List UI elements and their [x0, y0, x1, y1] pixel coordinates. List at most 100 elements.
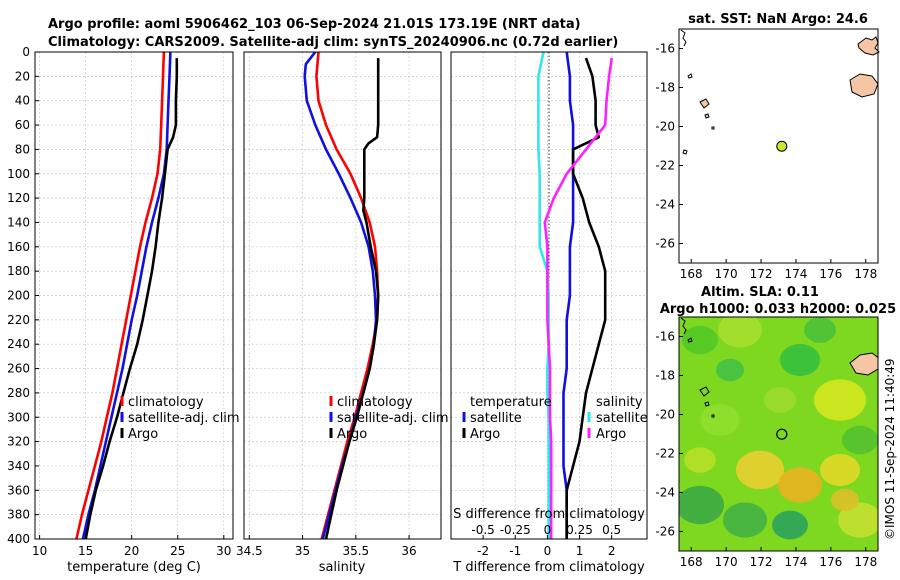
legend-climatology-label: climatology [128, 395, 204, 410]
series-salinity-argo [543, 57, 613, 539]
island-4 [682, 149, 688, 155]
sla-anomaly-patch [718, 317, 762, 348]
salinity-panel: 34.5 35 35.5 36 salinity climatology satell… [236, 51, 449, 575]
y-tick-label: 400 [7, 532, 30, 546]
island-fiji [849, 73, 879, 98]
island-1 [699, 386, 710, 397]
sla-anomaly-patch [820, 454, 860, 486]
difference-legend: temperature satellite Argo salinity sate… [462, 395, 648, 442]
x-tick-label: 1 [576, 544, 584, 558]
y-tick-label: 260 [7, 362, 30, 376]
sla-map-frame [678, 316, 879, 552]
legend-s-argo-label: Argo [596, 427, 626, 442]
map-y-tick-label: -16 [655, 330, 675, 344]
map-x-tick-label: 176 [819, 267, 842, 281]
map-x-tick-label: 174 [785, 555, 808, 569]
x-tick-label: 0 [544, 544, 552, 558]
map-y-tick-label: -20 [655, 408, 675, 422]
x-tick-label: 2 [608, 544, 616, 558]
y-tick-label: 140 [7, 215, 30, 229]
y-tick-label: 320 [7, 435, 30, 449]
map-y-tick-label: -26 [655, 237, 675, 251]
y-tick-label: 180 [7, 264, 30, 278]
x-tick-label: 34.5 [236, 544, 263, 558]
sla-anomaly-patch [736, 450, 784, 490]
x-tick-label: 25 [170, 544, 185, 558]
x-tick-label: 36 [401, 544, 416, 558]
sla-anomaly-patch [764, 387, 796, 413]
map-y-tick-label: -26 [655, 525, 675, 539]
y-tick-label: 360 [7, 483, 30, 497]
series-temperature-argo [565, 57, 607, 539]
map-y-tick-label: -22 [655, 159, 675, 173]
legend-t-argo-label: Argo [470, 427, 500, 442]
y-tick-label: 380 [7, 508, 30, 522]
map-y-tick-label: -18 [655, 81, 675, 95]
sla-field [679, 317, 878, 551]
sst-map: sat. SST: NaN Argo: 24.6 168 170 172 174 176… [655, 12, 880, 281]
x-tick-label: 35 [295, 544, 310, 558]
y-tick-label: 80 [15, 142, 30, 156]
map-y-tick-label: -16 [655, 42, 675, 56]
map-x-tick-label: 170 [715, 267, 738, 281]
map-y-tick-label: -22 [655, 447, 675, 461]
sla-anomaly-patch [682, 325, 718, 355]
sla-anomaly-patch [723, 502, 767, 538]
sla-anomaly-patch [716, 358, 744, 382]
sla-anomaly-patch [831, 488, 859, 512]
sla-anomaly-patch [838, 502, 878, 538]
sla-map-title: Altim. SLA: 0.11 [701, 285, 819, 300]
island-3 [687, 73, 693, 79]
copyright-stamp: ©IMOS 11-Sep-2024 11:40:49 [883, 358, 897, 540]
sla-map: Altim. SLA: 0.11 Argo h1000: 0.033 h2000… [655, 285, 896, 569]
y-tick-label: 20 [15, 69, 30, 83]
map-y-tick-label: -24 [655, 198, 675, 212]
sla-map-subtitle: Argo h1000: 0.033 h2000: 0.025 [660, 302, 896, 317]
argo-position-marker [776, 140, 788, 152]
legend-argo-label: Argo [337, 427, 367, 442]
salinity-xlabel: salinity [319, 560, 366, 575]
y-tick-label: 0 [22, 45, 30, 59]
x-tick-label: 20 [124, 544, 139, 558]
y-tick-label: 200 [7, 289, 30, 303]
sla-anomaly-patch [842, 425, 878, 455]
island-2 [704, 113, 710, 119]
coastline [680, 317, 878, 418]
x-tick-label: -1 [509, 544, 521, 558]
salinity-axes-box [243, 51, 442, 540]
island-fiji [849, 352, 878, 376]
legend-argo-label: Argo [128, 427, 158, 442]
legend-salinity-title: salinity [596, 395, 643, 410]
coastline-west [680, 317, 687, 335]
y-tick-label: 60 [15, 118, 30, 132]
map-y-tick-label: -20 [655, 120, 675, 134]
temperature-legend: climatology satellite-adj. clim Argo [120, 395, 240, 442]
legend-satellite-label: satellite-adj. clim [337, 411, 449, 426]
coastline-west [680, 29, 687, 47]
x-tick-label: 35.5 [342, 544, 369, 558]
y-tick-label: 300 [7, 410, 30, 424]
difference-panel: -2 -1 0 1 2 -0.5 -0.25 0 0.25 0.5 T difference f… [450, 51, 648, 575]
header-line2: Climatology: CARS2009. Satellite-adj cli… [48, 35, 618, 50]
island-2 [704, 401, 710, 407]
series-satellite-adj-clim [81, 52, 172, 539]
difference-xlabel: T difference from climatology [452, 560, 645, 575]
header-line1: Argo profile: aoml 5906462_103 06-Sep-20… [48, 17, 581, 32]
temperature-panel: 10 15 20 25 30 0 20 40 60 80 100 120 140 160 180 200 22… [7, 45, 240, 575]
difference-axes-box [450, 51, 648, 540]
map-x-tick-label: 168 [680, 555, 703, 569]
x2-tick-label: 0.5 [602, 523, 621, 537]
y-tick-label: 40 [15, 94, 30, 108]
y-tick-label: 120 [7, 191, 30, 205]
x-tick-label: 15 [78, 544, 93, 558]
coastline [680, 29, 880, 155]
y-tick-label: 220 [7, 313, 30, 327]
x2-tick-label: 0.25 [566, 523, 593, 537]
map-x-tick-label: 176 [819, 555, 842, 569]
island-viti-levu [857, 36, 880, 56]
island-5 [711, 126, 715, 130]
sla-anomaly-patch [679, 485, 724, 525]
series-argo [84, 58, 179, 539]
sla-anomaly-patch [684, 447, 716, 473]
